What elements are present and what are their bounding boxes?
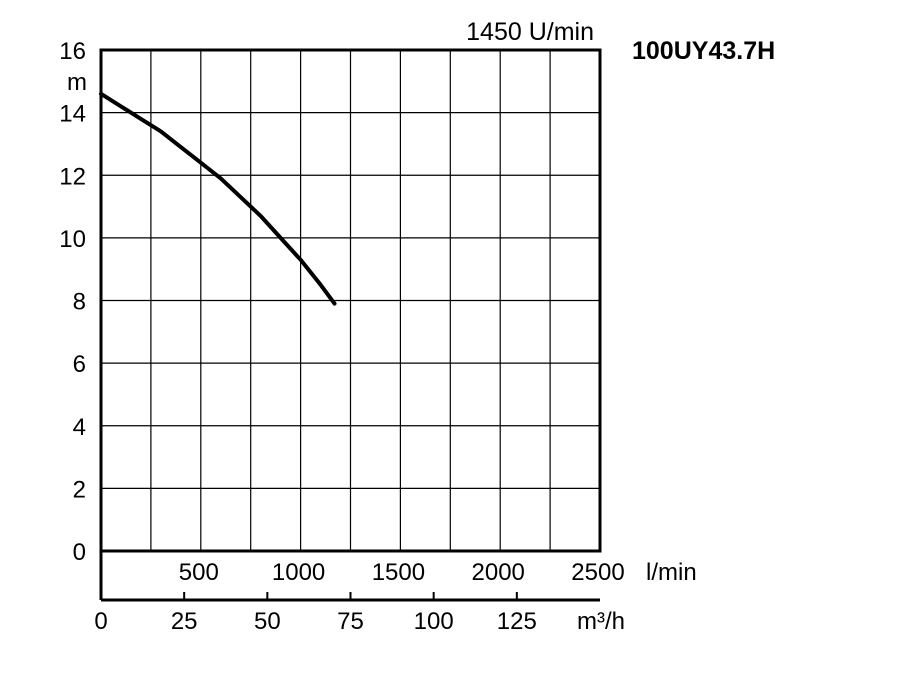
x-tick-label-lmin: 2500 xyxy=(571,559,624,586)
y-tick-label: 8 xyxy=(73,289,86,316)
model-title: 100UY43.7H xyxy=(632,37,775,65)
y-tick-label: 10 xyxy=(59,226,86,253)
y-tick-label: 0 xyxy=(73,539,86,566)
y-tick-label: 2 xyxy=(73,476,86,503)
y-tick-label: 12 xyxy=(59,163,86,190)
grid xyxy=(101,50,600,551)
y-axis-unit-label: m xyxy=(67,69,87,96)
y-tick-label: 6 xyxy=(73,351,86,378)
x-tick-label-m3h: 100 xyxy=(414,608,454,635)
axes xyxy=(99,48,602,602)
x-tick-label-m3h: 75 xyxy=(337,608,364,635)
y-tick-label: 4 xyxy=(73,414,86,441)
pump-head-curve xyxy=(99,91,337,306)
y-tick-label: 16 xyxy=(59,38,86,65)
y-tick-label: 14 xyxy=(59,101,86,128)
x-tick-label-m3h: 50 xyxy=(254,608,281,635)
speed-label: 1450 U/min xyxy=(466,18,594,46)
curve-layer xyxy=(99,91,337,306)
x-tick-label-m3h: 125 xyxy=(497,608,537,635)
labels: 1450 U/min 100UY43.7H m l/min m³/h 0 25 50… xyxy=(59,18,775,635)
x-axis-unit-lmin: l/min xyxy=(646,559,697,586)
x-tick-label-lmin: 1000 xyxy=(272,559,325,586)
x-tick-label-lmin: 2000 xyxy=(472,559,525,586)
plot-frame xyxy=(99,48,602,553)
x-axis-unit-m3h: m³/h xyxy=(577,608,625,635)
x-tick-label-lmin: 500 xyxy=(179,559,219,586)
x-tick-label-m3h: 25 xyxy=(171,608,198,635)
x-tick-label-m3h: 0 xyxy=(94,608,107,635)
x-tick-label-lmin: 1500 xyxy=(372,559,425,586)
